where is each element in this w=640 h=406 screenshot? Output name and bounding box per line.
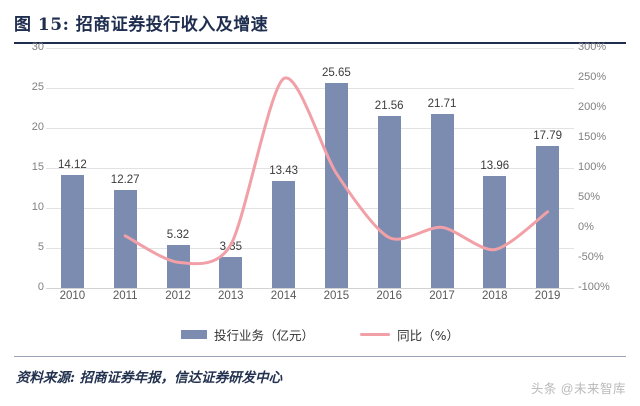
y-axis-right-tick: 200% bbox=[578, 101, 607, 113]
y-axis-left-tick: 10 bbox=[31, 201, 44, 213]
y-axis-left-tick: 0 bbox=[37, 281, 44, 293]
bar-2016[interactable] bbox=[377, 115, 401, 288]
y-axis-right: -100% -50% 0% 50% 100% 150% 200% 250% 300% bbox=[578, 42, 636, 293]
y-axis-right-tick: -100% bbox=[578, 281, 610, 293]
y-axis-right-tick: -50% bbox=[578, 251, 604, 263]
y-axis-right-tick: 300% bbox=[578, 41, 607, 53]
y-axis-right-tick: 100% bbox=[578, 161, 607, 173]
x-axis-label-2015: 2015 bbox=[323, 290, 350, 302]
legend-bar-label: 投行业务（亿元） bbox=[214, 327, 315, 343]
bar-value-label-2016: 21.56 bbox=[374, 99, 404, 112]
bar-2015[interactable] bbox=[324, 82, 348, 288]
x-axis-label-2010: 2010 bbox=[59, 290, 86, 302]
y-axis-left-tick: 30 bbox=[31, 41, 44, 53]
y-axis-left-tick: 15 bbox=[31, 161, 44, 173]
y-axis-right-tick: 150% bbox=[578, 131, 607, 143]
gridline bbox=[46, 128, 574, 129]
bar-2012[interactable] bbox=[166, 245, 190, 288]
bar-2010[interactable] bbox=[60, 175, 84, 288]
bar-2013[interactable] bbox=[219, 257, 243, 288]
source-note: 资料来源: 招商证券年报，信达证券研发中心 bbox=[16, 370, 283, 386]
legend-line-swatch-icon bbox=[360, 332, 391, 336]
chart-plot-area: 0 5 10 15 20 25 30 -100% -50% 0% 50% 100% 150% 200% 2… bbox=[0, 42, 640, 308]
bar-value-label-2019: 17.79 bbox=[533, 129, 562, 142]
chart-legend: 投行业务（亿元） 同比（%） bbox=[0, 322, 640, 346]
x-axis-label-2013: 2013 bbox=[218, 290, 244, 302]
x-axis-label-2011: 2011 bbox=[112, 290, 138, 302]
y-axis-left-tick: 5 bbox=[37, 241, 44, 253]
footer-divider bbox=[14, 356, 626, 357]
bar-value-label-2014: 13.43 bbox=[269, 164, 298, 177]
y-axis-left-tick: 20 bbox=[31, 121, 44, 133]
x-axis: 2010 2011 2012 2013 2014 2015 2016 2017 2018 2019 bbox=[46, 290, 574, 308]
bar-2017[interactable] bbox=[430, 114, 454, 288]
gridline bbox=[46, 288, 574, 289]
y-axis-left: 0 5 10 15 20 25 30 bbox=[14, 42, 44, 293]
gridline bbox=[46, 48, 574, 49]
bar-2018[interactable] bbox=[483, 176, 507, 288]
x-axis-label-2014: 2014 bbox=[270, 290, 297, 302]
legend-item-line[interactable]: 同比（%） bbox=[360, 325, 459, 344]
x-axis-label-2017: 2017 bbox=[429, 290, 455, 302]
gridline bbox=[46, 168, 574, 169]
page-title: 图 15: 招商证券投行收入及增速 bbox=[14, 15, 269, 35]
gridline bbox=[46, 208, 574, 209]
y-axis-right-tick: 0% bbox=[578, 221, 594, 233]
title-divider bbox=[14, 42, 626, 44]
bar-2011[interactable] bbox=[113, 189, 137, 288]
bar-2019[interactable] bbox=[536, 145, 560, 288]
chart-gridlines bbox=[46, 48, 574, 289]
x-axis-label-2012: 2012 bbox=[165, 290, 191, 302]
bar-series-layer: 14.12 12.27 5.32 3.85 13.43 25.65 21.56 21.71 13… bbox=[46, 48, 574, 288]
line-series-layer bbox=[123, 76, 550, 266]
x-axis-label-2016: 2016 bbox=[376, 290, 402, 302]
gridline bbox=[46, 248, 574, 249]
legend-bar-swatch-icon bbox=[181, 329, 208, 339]
bar-value-label-2018: 13.96 bbox=[480, 160, 510, 173]
y-axis-right-tick: 50% bbox=[578, 191, 601, 203]
legend-item-bar[interactable]: 投行业务（亿元） bbox=[181, 325, 314, 344]
gridline bbox=[46, 88, 574, 89]
x-axis-label-2018: 2018 bbox=[482, 290, 508, 302]
watermark: 头条 @未来智库 bbox=[530, 382, 626, 396]
x-axis-label-2019: 2019 bbox=[534, 290, 561, 302]
bar-value-label-2010: 14.12 bbox=[58, 159, 87, 171]
legend-line-label: 同比（%） bbox=[397, 327, 459, 343]
bar-value-label-2015: 25.65 bbox=[322, 66, 351, 79]
bar-value-label-2012: 5.32 bbox=[166, 229, 190, 242]
y-axis-right-tick: 250% bbox=[578, 71, 607, 83]
bar-value-label-2011: 12.27 bbox=[110, 173, 140, 186]
yoy-growth-line[interactable] bbox=[123, 76, 550, 266]
bar-value-label-2017: 21.71 bbox=[427, 98, 457, 111]
bar-2014[interactable] bbox=[272, 180, 296, 288]
figure-title-block: 图 15: 招商证券投行收入及增速 bbox=[14, 10, 626, 42]
y-axis-left-tick: 25 bbox=[31, 81, 44, 93]
